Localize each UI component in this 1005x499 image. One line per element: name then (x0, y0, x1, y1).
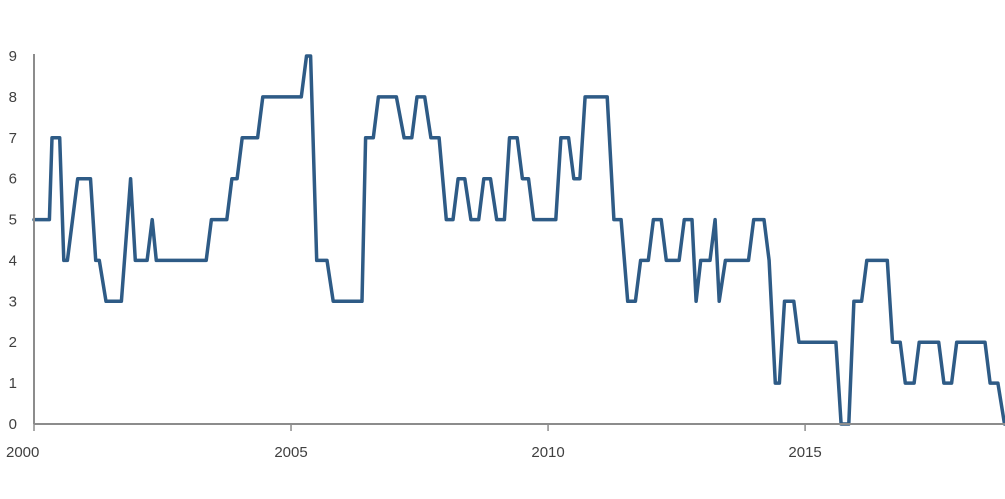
y-tick-label: 8 (9, 89, 17, 106)
x-tick-label: 2000 (6, 444, 39, 461)
y-tick-label: 4 (9, 252, 17, 269)
y-tick-labels: 0 1 2 3 4 5 6 7 8 9 (9, 48, 17, 433)
x-tick-label: 2005 (274, 444, 307, 461)
y-tick-label: 2 (9, 334, 17, 351)
x-tick-label: 2010 (531, 444, 564, 461)
y-tick-label: 5 (9, 212, 17, 229)
y-tick-label: 0 (9, 416, 17, 433)
y-tick-label: 9 (9, 48, 17, 65)
y-tick-label: 6 (9, 171, 17, 188)
series-line (32, 54, 1005, 426)
x-tick-labels: 2000 2005 2010 2015 (6, 444, 822, 461)
y-tick-label: 1 (9, 375, 17, 392)
y-tick-label: 7 (9, 130, 17, 147)
series-layer (32, 54, 1005, 426)
x-tick-label: 2015 (788, 444, 821, 461)
y-tick-label: 3 (9, 293, 17, 310)
x-tick-marks (33, 424, 806, 431)
